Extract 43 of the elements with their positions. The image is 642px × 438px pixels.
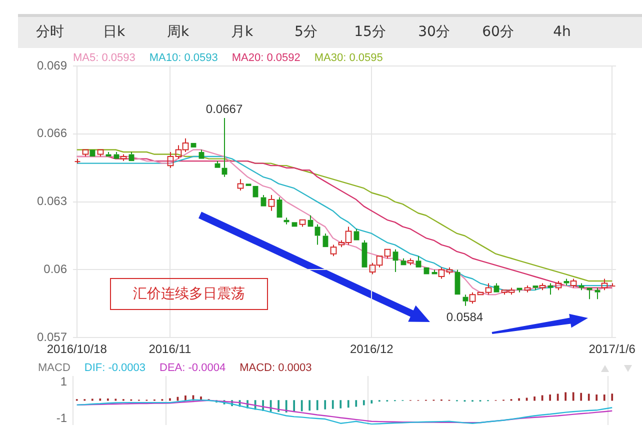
annotation: 0.0584 [446,310,484,324]
candlestick [214,160,220,168]
y-tick-label: 0.069 [36,58,68,72]
candlestick [392,248,398,272]
y-tick-label: 1 [60,374,68,389]
candlestick [594,287,600,300]
candlestick [114,152,120,159]
text: 60分 [481,23,515,42]
text: 4h [552,23,572,42]
candlestick [548,282,554,296]
candlestick [268,194,275,212]
candlestick [198,149,204,159]
y-tick-label: 0.066 [36,126,68,140]
text: MA30: 0.0595 [314,52,383,64]
text: MA10: 0.0593 [149,52,218,64]
candlestick [416,256,422,268]
text: MA20: 0.0592 [232,52,300,64]
text: 分时 [35,23,65,42]
x-tick-label: 2016/12 [350,342,394,356]
text: 15分 [353,23,387,42]
x-tick-label: 2017/1/6 [588,342,636,356]
annotation: 汇价连续多日震荡 [110,278,268,310]
candlestick [314,224,320,246]
y-tick-label: 0.063 [36,194,68,208]
x-tick-label: 2016/10/18 [46,342,108,356]
y-tick-label: 0.06 [44,262,68,276]
text: 30分 [417,23,451,42]
candlestick [260,194,266,206]
text: DEA: -0.0004 [160,362,226,374]
y-tick-label: -1 [56,410,68,425]
legend-title: MACD [38,362,70,374]
text: DIF: -0.0003 [84,362,146,374]
candlestick [454,269,460,295]
text: 周k [166,23,190,42]
y-tick-label: 0.057 [36,330,68,344]
text: MA5: 0.0593 [73,52,136,64]
annotation: 0.0667 [206,102,243,116]
text: 月k [230,23,254,42]
candlestick [462,294,468,306]
text: MACD: 0.0003 [240,362,312,374]
x-tick-label: 2016/11 [148,342,192,356]
text: 5分 [294,23,318,42]
text: 日k [102,23,126,42]
